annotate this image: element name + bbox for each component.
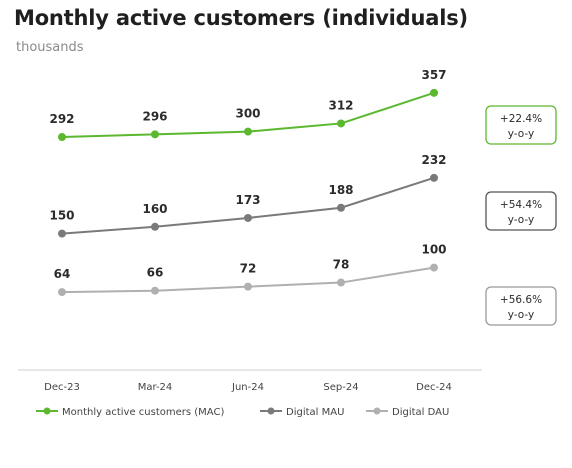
data-point: [337, 119, 345, 128]
data-label: 188: [328, 183, 353, 197]
x-tick-label: Jun-24: [231, 382, 264, 393]
data-point: [58, 229, 66, 238]
data-point: [430, 263, 438, 272]
data-point: [151, 222, 159, 231]
data-label: 160: [142, 202, 167, 216]
growth-box-frame: [485, 105, 557, 145]
legend-label: Monthly active customers (MAC): [62, 407, 224, 418]
data-label: 292: [49, 112, 74, 126]
legend-item-1: Digital MAU: [260, 407, 344, 418]
growth-box-frame: [485, 191, 557, 231]
data-label: 232: [421, 153, 446, 167]
data-label: 173: [235, 193, 260, 207]
legend-swatch-marker: [267, 407, 275, 415]
series-1: 150 160 173 188 232: [49, 153, 447, 238]
legend-swatch-marker: [43, 407, 51, 415]
data-label: 72: [240, 262, 257, 276]
data-point: [244, 127, 252, 136]
data-point: [58, 133, 66, 142]
x-tick-label: Dec-24: [416, 382, 452, 393]
data-label: 357: [421, 68, 446, 82]
series-0: 292 296 300 312 357: [49, 68, 447, 142]
legend-item-0: Monthly active customers (MAC): [36, 407, 224, 418]
x-tick-label: Dec-23: [44, 382, 80, 393]
data-point: [244, 282, 252, 291]
data-point: [58, 288, 66, 297]
growth-period: y-o-y: [508, 309, 534, 321]
data-point: [244, 213, 252, 222]
data-point: [337, 203, 345, 212]
chart-subtitle: thousands: [16, 40, 84, 55]
data-label: 150: [49, 209, 74, 223]
growth-period: y-o-y: [508, 128, 534, 140]
data-label: 296: [142, 109, 167, 123]
series-layer: 292 296 300 312 357 150 160 173 188 232 64 66 72 78 10…: [49, 68, 447, 297]
data-point: [430, 173, 438, 182]
data-point: [430, 88, 438, 97]
x-tick-label: Sep-24: [323, 382, 358, 393]
growth-box-0: +22.4% y-o-y: [485, 105, 557, 145]
data-point: [151, 286, 159, 295]
x-tick-labels: Dec-23 Mar-24 Jun-24 Sep-24 Dec-24: [44, 382, 452, 393]
data-label: 64: [54, 267, 71, 281]
data-label: 300: [235, 107, 260, 121]
growth-box-frame: [485, 286, 557, 326]
chart-title: Monthly active customers (individuals): [14, 6, 468, 30]
growth-box-1: +54.4% y-o-y: [485, 191, 557, 231]
growth-period: y-o-y: [508, 214, 534, 226]
data-label: 312: [328, 98, 353, 112]
data-point: [151, 130, 159, 139]
growth-boxes: +22.4% y-o-y +54.4% y-o-y +56.6% y-o-y: [485, 105, 557, 326]
growth-value: +54.4%: [500, 199, 542, 211]
growth-box-2: +56.6% y-o-y: [485, 286, 557, 326]
legend-label: Digital DAU: [392, 407, 449, 418]
x-tick-label: Mar-24: [138, 382, 173, 393]
legend-label: Digital MAU: [286, 407, 344, 418]
data-label: 78: [333, 258, 350, 272]
growth-value: +56.6%: [500, 294, 542, 306]
data-label: 66: [147, 266, 164, 280]
data-label: 100: [421, 243, 446, 257]
series-2: 64 66 72 78 100: [54, 243, 447, 297]
legend-swatch-marker: [373, 407, 381, 415]
legend: Monthly active customers (MAC) Digital MA…: [36, 407, 449, 418]
data-point: [337, 278, 345, 287]
growth-value: +22.4%: [500, 113, 542, 125]
legend-item-2: Digital DAU: [366, 407, 449, 418]
